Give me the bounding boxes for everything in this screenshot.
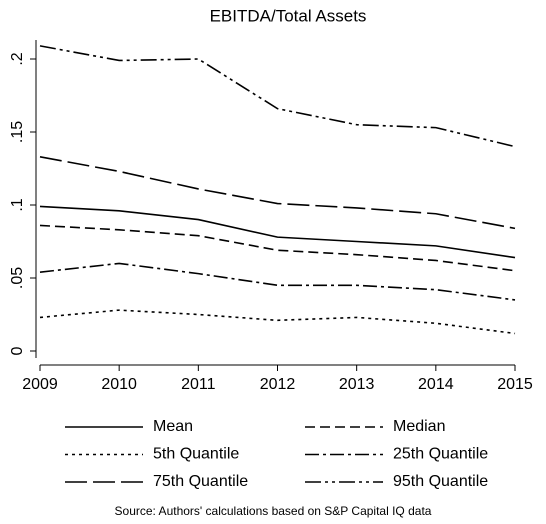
series-line xyxy=(39,45,516,148)
series-line xyxy=(39,156,516,230)
legend-label: 75th Quantile xyxy=(153,473,248,490)
legend-label: 25th Quantile xyxy=(393,446,488,463)
y-tick-label: 0 xyxy=(9,346,26,355)
series-line xyxy=(39,224,516,272)
y-tick-label: .05 xyxy=(9,267,26,289)
series-line xyxy=(39,309,516,335)
y-tick-label: .1 xyxy=(9,198,26,211)
x-tick-label: 2015 xyxy=(497,376,533,393)
chart-title: EBITDA/Total Assets xyxy=(210,6,367,25)
x-tick-label: 2009 xyxy=(22,376,58,393)
y-tick-label: .15 xyxy=(9,121,26,143)
x-tick-label: 2011 xyxy=(181,376,216,393)
x-tick-label: 2012 xyxy=(260,376,296,393)
legend-label: Median xyxy=(393,418,445,435)
legend-label: 95th Quantile xyxy=(393,473,488,490)
x-tick-label: 2013 xyxy=(339,376,375,393)
x-tick-label: 2010 xyxy=(101,376,137,393)
legend-label: Mean xyxy=(153,418,193,435)
y-tick-label: .2 xyxy=(9,52,26,65)
x-tick-label: 2014 xyxy=(418,376,454,393)
series-line xyxy=(39,205,516,259)
legend-label: 5th Quantile xyxy=(153,446,239,463)
series-line xyxy=(39,262,516,301)
source-note: Source: Authors' calculations based on S… xyxy=(115,504,432,518)
